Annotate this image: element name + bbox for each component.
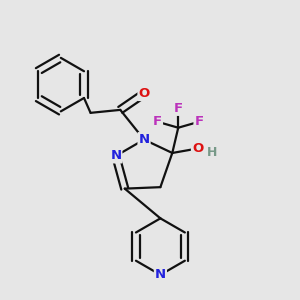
Text: F: F	[153, 115, 162, 128]
Text: N: N	[110, 149, 122, 162]
Text: F: F	[174, 102, 183, 115]
Text: O: O	[192, 142, 203, 155]
Text: N: N	[155, 268, 166, 281]
Text: N: N	[139, 133, 150, 146]
Text: F: F	[194, 115, 204, 128]
Text: H: H	[207, 146, 217, 159]
Text: O: O	[138, 87, 150, 100]
